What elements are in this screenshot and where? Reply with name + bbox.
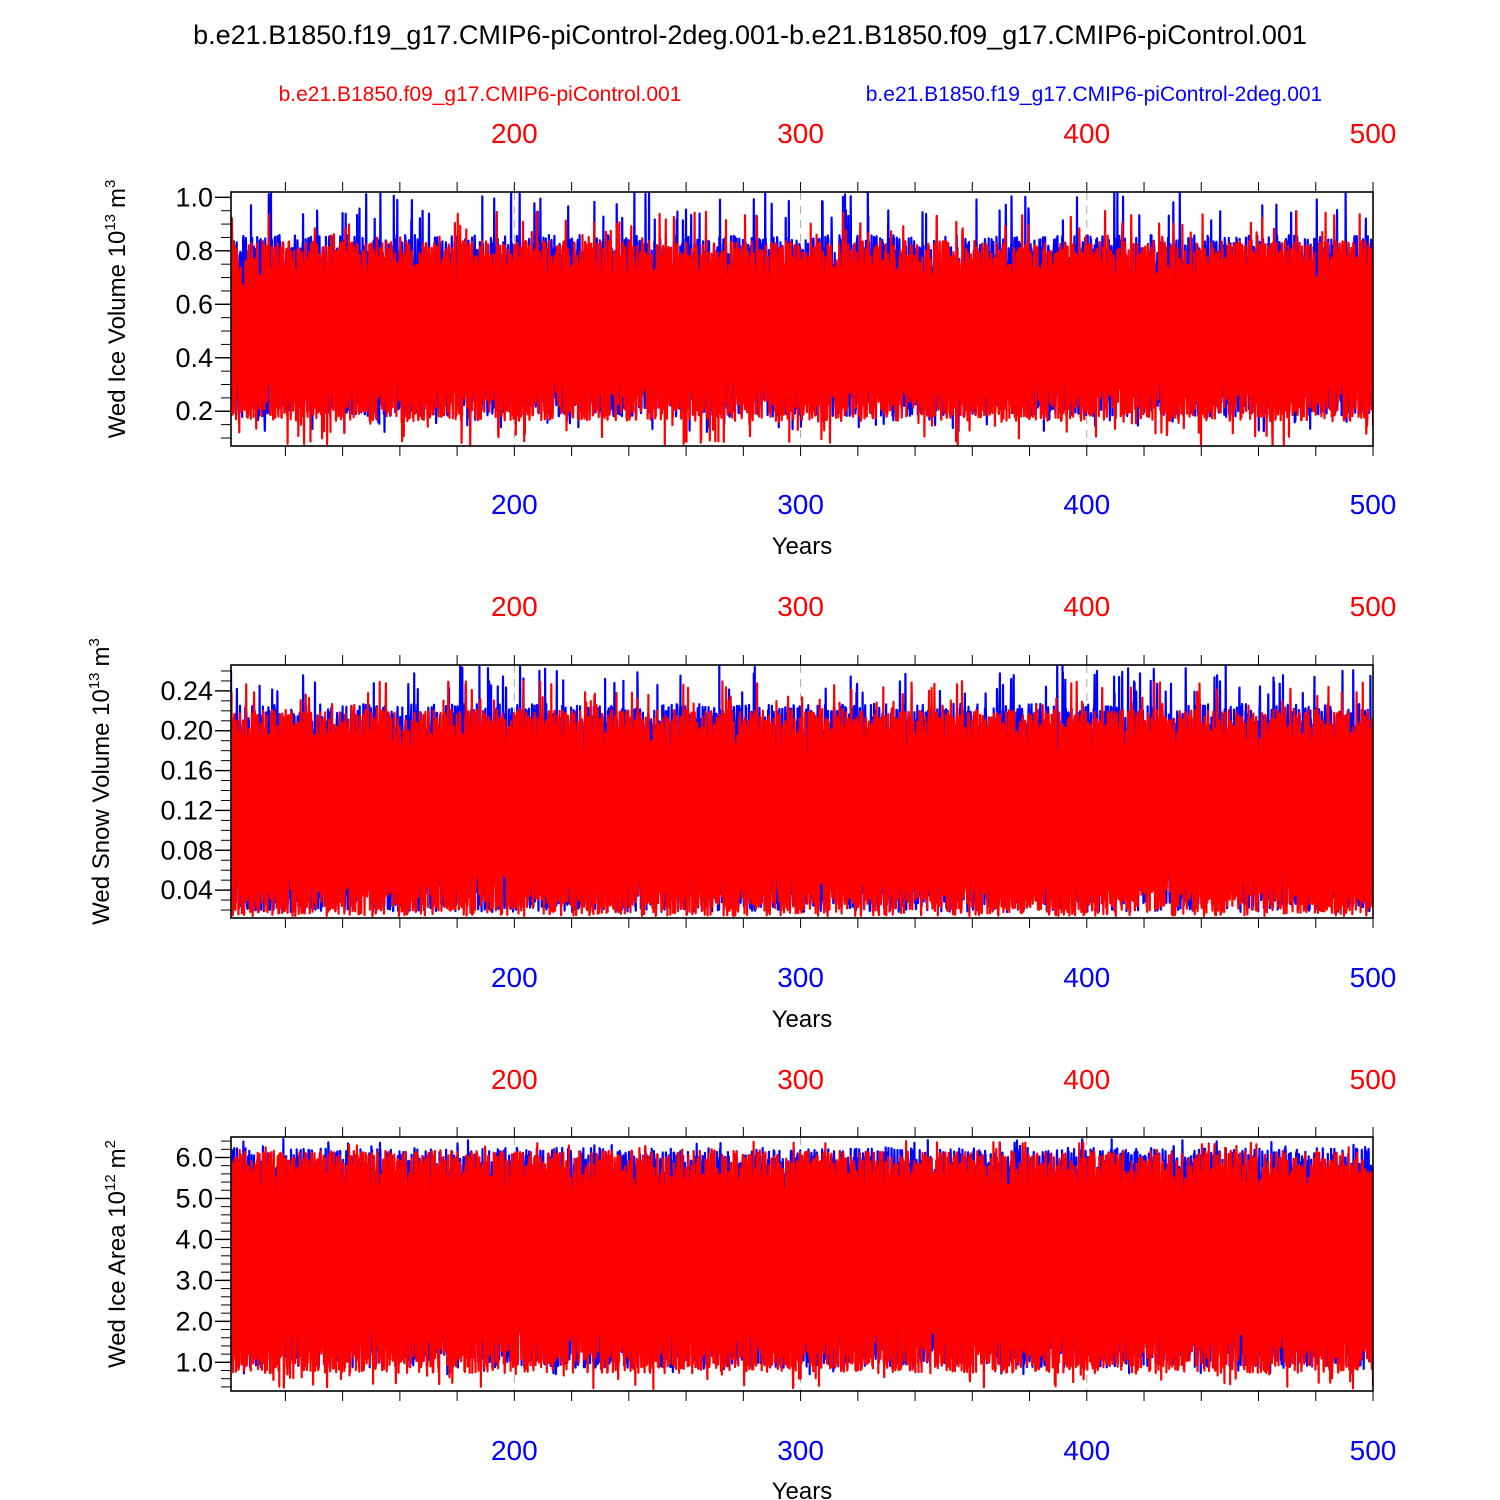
- figure-title: b.e21.B1850.f19_g17.CMIP6-piControl-2deg…: [193, 20, 1307, 50]
- y-axis-unit-exp: 12: [102, 1174, 119, 1191]
- y-axis-label-text: Wed Snow Volume: [88, 723, 115, 925]
- x-tick-label-top: 500: [1350, 1064, 1397, 1095]
- y-axis-unit-sym: m: [104, 188, 131, 208]
- plot-frame: [230, 664, 1374, 919]
- plot-area: [231, 192, 1373, 446]
- y-axis-unit-base: 10: [88, 689, 115, 716]
- x-tick-label-top: 400: [1063, 118, 1110, 149]
- x-tick-label-bottom: 500: [1350, 962, 1397, 993]
- y-tick-label: 0.4: [175, 343, 213, 373]
- x-tick-label-bottom: 200: [491, 1435, 538, 1466]
- series-line-red: [231, 1140, 1373, 1390]
- x-tick-label-bottom: 500: [1350, 489, 1397, 520]
- y-axis-label-text: Wed Ice Volume: [104, 264, 131, 438]
- x-tick-label-bottom: 300: [777, 489, 824, 520]
- y-tick-label: 0.08: [160, 835, 213, 865]
- x-tick-label-bottom: 200: [491, 962, 538, 993]
- y-tick-label: 6.0: [175, 1142, 213, 1172]
- x-tick-label-top: 500: [1350, 118, 1397, 149]
- y-tick-label: 0.6: [175, 289, 213, 319]
- y-axis-unit-exp: 13: [102, 214, 119, 231]
- y-axis-unit-sym: m: [104, 1148, 131, 1168]
- plot-area: [231, 665, 1373, 918]
- x-axis-label: Years: [772, 1478, 833, 1500]
- y-tick-label: 0.16: [160, 756, 213, 786]
- x-tick-label-top: 300: [777, 591, 824, 622]
- y-axis-unit-sym-exp: 3: [86, 638, 103, 646]
- y-tick-label: 0.8: [175, 236, 213, 266]
- y-axis-unit-exp: 13: [86, 672, 103, 689]
- x-tick-label-bottom: 400: [1063, 1435, 1110, 1466]
- y-tick-label: 0.24: [160, 676, 213, 706]
- x-tick-label-bottom: 300: [777, 1435, 824, 1466]
- x-tick-label-top: 400: [1063, 1064, 1110, 1095]
- legend-blue-label: b.e21.B1850.f19_g17.CMIP6-piControl-2deg…: [866, 83, 1322, 106]
- y-tick-label: 0.2: [175, 396, 213, 426]
- y-tick-label: 5.0: [175, 1183, 213, 1213]
- x-tick-label-top: 200: [491, 1064, 538, 1095]
- y-tick-label: 0.20: [160, 716, 213, 746]
- x-tick-label-bottom: 300: [777, 962, 824, 993]
- x-tick-label-bottom: 500: [1350, 1435, 1397, 1466]
- plot-frame: [230, 191, 1374, 447]
- y-tick-label: 1.0: [175, 1347, 213, 1377]
- plot-area: [231, 1138, 1373, 1390]
- x-tick-label-top: 200: [491, 118, 538, 149]
- y-axis-label-space: [88, 716, 115, 723]
- legend-red-label: b.e21.B1850.f09_g17.CMIP6-piControl.001: [279, 83, 682, 106]
- y-tick-label: 0.12: [160, 795, 213, 825]
- x-tick-label-top: 300: [777, 1064, 824, 1095]
- y-tick-label: 2.0: [175, 1306, 213, 1336]
- chart-panel: 200 200 300 300 400 400 500 500 Years 0.04 0.08 0.1…: [86, 591, 1396, 1033]
- x-tick-label-top: 200: [491, 591, 538, 622]
- x-axis-label: Years: [772, 533, 833, 560]
- y-axis-unit-sym-exp: 3: [102, 180, 119, 188]
- series-line-red: [231, 680, 1373, 918]
- y-axis-label: Wed Ice Area 1012 m2: [102, 1140, 131, 1368]
- x-tick-label-bottom: 400: [1063, 489, 1110, 520]
- series-line-red: [231, 209, 1373, 446]
- x-tick-label-top: 300: [777, 118, 824, 149]
- y-axis-unit-base: 10: [104, 1191, 131, 1218]
- y-axis-label-text: Wed Ice Area: [104, 1224, 131, 1368]
- x-tick-label-bottom: 200: [491, 489, 538, 520]
- x-tick-label-top: 500: [1350, 591, 1397, 622]
- x-axis-label: Years: [772, 1006, 833, 1033]
- y-axis-label: Wed Snow Volume 1013 m3: [86, 638, 115, 925]
- y-tick-label: 0.04: [160, 875, 213, 905]
- y-axis-unit-sym: m: [88, 646, 115, 666]
- y-axis-unit-base: 10: [104, 231, 131, 258]
- y-axis-label-space: [104, 1218, 131, 1225]
- y-tick-label: 4.0: [175, 1224, 213, 1254]
- chart-panel: 200 200 300 300 400 400 500 500 Years 1.0 2.0 3.0 4.…: [102, 1064, 1396, 1500]
- x-tick-label-bottom: 400: [1063, 962, 1110, 993]
- y-tick-label: 3.0: [175, 1265, 213, 1295]
- y-tick-label: 1.0: [175, 182, 213, 212]
- y-axis-unit-sym-exp: 2: [102, 1140, 119, 1148]
- x-tick-label-top: 400: [1063, 591, 1110, 622]
- y-axis-label-space: [104, 257, 131, 264]
- y-axis-label: Wed Ice Volume 1013 m3: [102, 180, 131, 439]
- chart-panel: 200 200 300 300 400 400 500 500 Years 0.2 0.4 0.6 0.…: [102, 118, 1396, 560]
